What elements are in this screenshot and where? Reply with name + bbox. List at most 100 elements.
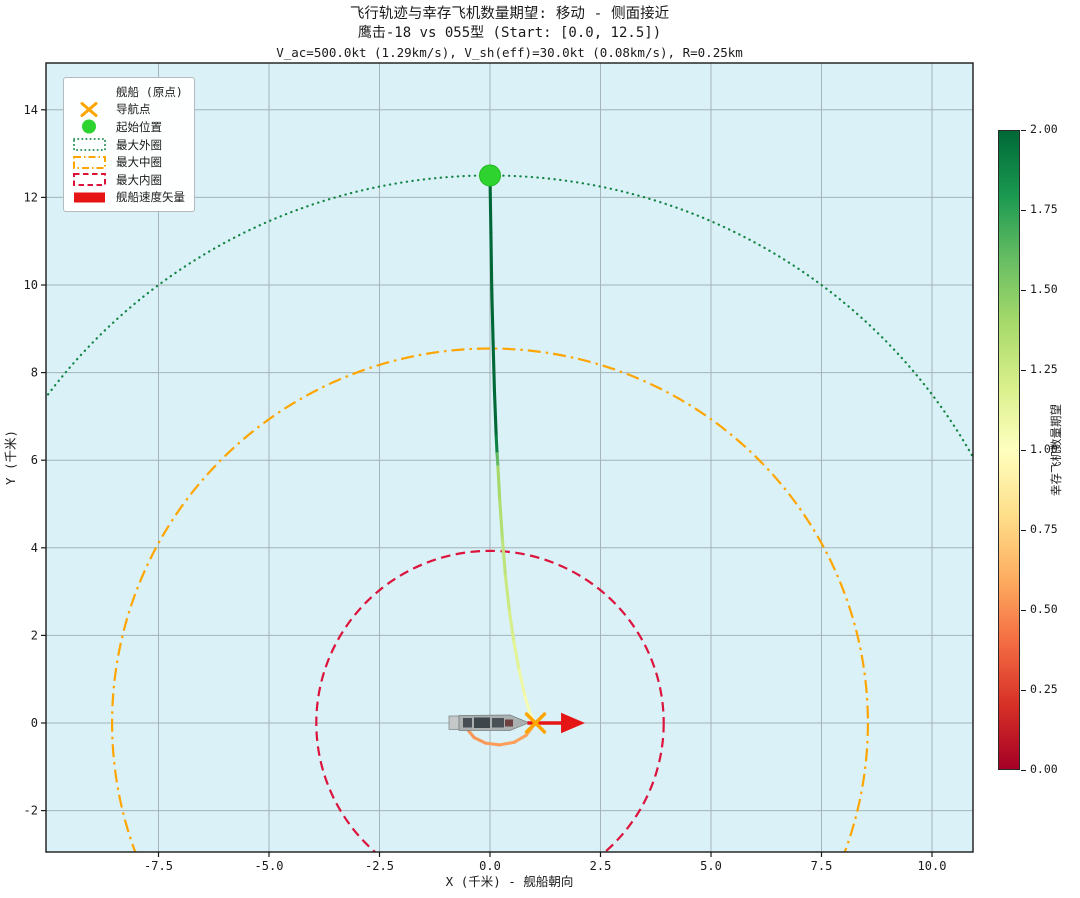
colorbar-tick-label: 1.75 bbox=[1030, 202, 1058, 216]
legend-marker bbox=[68, 137, 112, 152]
x-tick-label: -5.0 bbox=[255, 859, 284, 873]
title-line-2: 鹰击-18 vs 055型 (Start: [0.0, 12.5]) bbox=[357, 25, 662, 42]
legend-marker bbox=[68, 172, 112, 187]
x-tick-label: -2.5 bbox=[365, 859, 394, 873]
start-point-icon bbox=[82, 119, 96, 134]
trajectory-descent-segment bbox=[489, 230, 494, 291]
y-axis-label: Y (千米) bbox=[3, 430, 18, 485]
axes-spine bbox=[45, 62, 974, 853]
colorbar-tick-mark bbox=[1021, 769, 1026, 771]
legend-marker bbox=[68, 119, 112, 134]
trajectory-descent-segment bbox=[494, 434, 499, 456]
chart-title: 飞行轨迹与幸存飞机数量期望: 移动 - 侧面接近 鹰击-18 vs 055型 (… bbox=[46, 5, 973, 60]
y-tick-label: 10 bbox=[24, 278, 38, 292]
trajectory-descent-segment bbox=[490, 287, 495, 344]
colorbar-tick-label: 1.50 bbox=[1030, 282, 1058, 296]
legend-item: 最大外圈 bbox=[68, 136, 185, 154]
legend-item: 舰船速度矢量 bbox=[68, 189, 185, 207]
legend-label: 最大内圈 bbox=[116, 172, 162, 187]
trajectory-descent-segment bbox=[507, 609, 516, 644]
trajectory-descent-segment bbox=[491, 340, 496, 392]
ship-stern bbox=[448, 715, 460, 730]
colorbar bbox=[998, 130, 1020, 770]
trajectory-descent-segment bbox=[512, 640, 521, 672]
x-tick-label: -7.5 bbox=[144, 859, 173, 873]
colorbar-tick-label: 1.00 bbox=[1030, 442, 1058, 456]
legend-label: 舰船 (原点) bbox=[116, 84, 183, 99]
ship-origin-icon bbox=[71, 84, 109, 99]
arrow-head bbox=[561, 712, 586, 734]
legend-marker bbox=[68, 101, 112, 117]
colorbar-label: 幸存飞机数量期望 bbox=[1049, 404, 1063, 496]
ship-module bbox=[492, 718, 504, 728]
legend-label: 导航点 bbox=[116, 102, 151, 117]
title-line-1: 飞行轨迹与幸存飞机数量期望: 移动 - 侧面接近 bbox=[349, 6, 670, 22]
middle-ring-icon bbox=[73, 155, 106, 169]
colorbar-tick-mark bbox=[1021, 209, 1026, 211]
ship-sprite bbox=[448, 714, 533, 731]
legend-label: 舰船速度矢量 bbox=[116, 190, 185, 205]
trajectory-descent-segment bbox=[495, 452, 500, 469]
colorbar-tick-mark bbox=[1021, 529, 1026, 531]
x-tick-label: 5.0 bbox=[700, 859, 722, 873]
nav-point-icon bbox=[80, 101, 98, 117]
legend-label: 最大中圈 bbox=[116, 155, 162, 170]
colorbar-tick-label: 0.00 bbox=[1030, 762, 1058, 776]
trajectory-terminal-segment bbox=[472, 735, 488, 745]
trajectory-terminal-segment bbox=[512, 733, 528, 744]
colorbar-tick-mark bbox=[1021, 609, 1026, 611]
trajectory-descent-segment bbox=[492, 388, 498, 438]
colorbar-tick-mark bbox=[1021, 369, 1026, 371]
x-tick-label: 7.5 bbox=[811, 859, 833, 873]
nav-x-stroke bbox=[524, 712, 547, 734]
trajectory-terminal-segment bbox=[484, 741, 502, 747]
legend-label: 最大外圈 bbox=[116, 137, 162, 152]
inner-ring-icon bbox=[73, 173, 106, 187]
y-tick-label: 0 bbox=[31, 716, 38, 730]
legend-box: 舰船 (原点) 导航点起始位置最大外圈最大中圈最大内圈舰船速度矢量 bbox=[63, 77, 195, 213]
y-tick-label: 14 bbox=[24, 103, 38, 117]
colorbar-tick-mark bbox=[1021, 129, 1026, 131]
trajectory-descent-segment bbox=[496, 465, 502, 502]
y-tick-label: 2 bbox=[31, 628, 38, 642]
plot-content bbox=[46, 164, 973, 852]
start-point-marker bbox=[479, 164, 501, 187]
legend-item: 导航点 bbox=[68, 101, 185, 119]
colorbar-tick-label: 0.25 bbox=[1030, 682, 1058, 696]
colorbar-tick-mark bbox=[1021, 449, 1026, 451]
legend-item: 舰船 (原点) bbox=[68, 83, 185, 101]
x-axis-label: X (千米) - 舰船朝向 bbox=[446, 874, 574, 889]
ship-superstructure bbox=[474, 717, 490, 728]
ship-module bbox=[505, 719, 513, 727]
x-tick-label: 10.0 bbox=[918, 859, 947, 873]
title-line-3: V_ac=500.0kt (1.29km/s), V_sh(eff)=30.0k… bbox=[276, 44, 743, 60]
legend-item: 最大内圈 bbox=[68, 171, 185, 189]
colorbar-tick-label: 0.75 bbox=[1030, 522, 1058, 536]
x-tick-label: 0.0 bbox=[479, 859, 501, 873]
legend-label: 起始位置 bbox=[116, 119, 162, 134]
trajectory-descent-segment bbox=[523, 694, 533, 717]
axis-ticks: -7.5 -5.0 -2.5 0.0 2.5 5.0 7.5 10.0 -2 0 2 4 6 8 10 12 1… bbox=[24, 103, 947, 873]
nav-point-marker bbox=[524, 712, 547, 734]
velocity-vector-icon bbox=[74, 192, 105, 203]
legend-item: 最大中圈 bbox=[68, 153, 185, 171]
trajectory-terminal-segment bbox=[498, 740, 516, 747]
colorbar-tick-label: 1.25 bbox=[1030, 362, 1058, 376]
legend-marker bbox=[68, 190, 112, 205]
y-tick-label: 4 bbox=[31, 541, 38, 555]
trajectory-descent-segment bbox=[498, 498, 504, 541]
y-tick-label: 12 bbox=[24, 190, 38, 204]
y-tick-label: -2 bbox=[24, 804, 38, 818]
inner-ring bbox=[315, 549, 665, 852]
outer-ring-icon bbox=[73, 138, 106, 151]
y-tick-label: 8 bbox=[31, 366, 38, 380]
y-tick-label: 6 bbox=[31, 453, 38, 467]
colorbar-tick-mark bbox=[1021, 689, 1026, 691]
x-tick-label: 2.5 bbox=[590, 859, 612, 873]
legend-marker bbox=[68, 155, 112, 170]
colorbar-tick-mark bbox=[1021, 289, 1026, 291]
trajectory-terminal-segment bbox=[466, 728, 476, 740]
legend-marker bbox=[68, 84, 112, 99]
